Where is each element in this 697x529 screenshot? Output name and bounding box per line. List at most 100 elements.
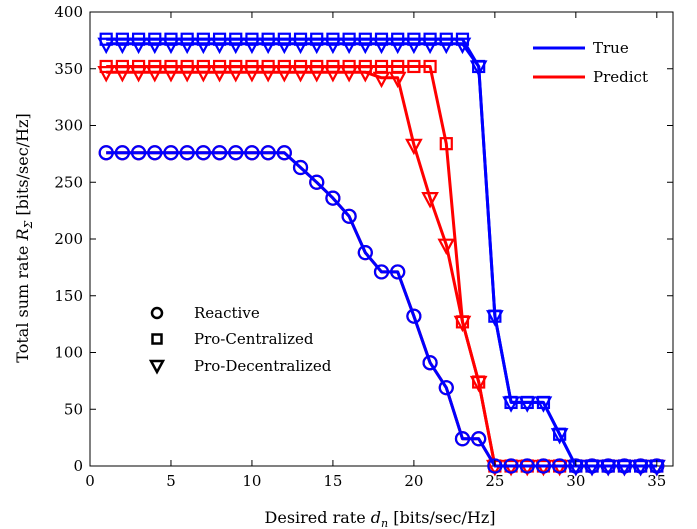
data-point: [226, 66, 245, 83]
series-reactive-predict: [98, 145, 665, 474]
series-line-pro-decentralized-true: [106, 42, 657, 468]
data-point: [163, 145, 179, 161]
data-point: [421, 192, 439, 209]
data-point: [373, 264, 390, 280]
series-line-pro-decentralized-predict: [106, 70, 657, 468]
legend-pro-centralized-label: Pro-Centralized: [194, 330, 314, 348]
data-point: [324, 66, 342, 83]
data-point: [437, 238, 456, 255]
data-point: [423, 59, 437, 74]
data-point: [407, 59, 421, 74]
x-tick-label: 30: [566, 472, 585, 490]
y-tick-label: 250: [54, 173, 83, 191]
data-point: [145, 66, 164, 83]
data-point: [291, 66, 310, 83]
data-point: [113, 66, 132, 83]
data-point: [519, 458, 535, 474]
data-point: [325, 190, 341, 206]
x-tick-label: 0: [85, 472, 95, 490]
data-point: [162, 37, 180, 55]
data-point: [357, 245, 373, 261]
data-point: [228, 145, 244, 161]
data-point: [583, 459, 601, 477]
data-point: [210, 66, 229, 83]
data-point: [390, 264, 406, 280]
data-point: [243, 37, 261, 55]
series-line-reactive-true: [106, 151, 657, 468]
data-point: [503, 458, 519, 474]
data-point: [341, 208, 357, 224]
x-tick-label: 25: [485, 472, 504, 490]
data-point: [454, 431, 471, 447]
data-point: [356, 37, 375, 55]
data-point: [275, 66, 294, 83]
data-point: [211, 145, 228, 161]
data-point: [372, 71, 391, 89]
plot-frame: [89, 11, 674, 467]
series-layer: [97, 32, 666, 477]
data-point: [276, 145, 292, 161]
data-point: [439, 137, 453, 151]
data-point: [129, 37, 148, 55]
data-point: [98, 145, 114, 161]
data-point: [487, 458, 503, 474]
data-point: [309, 174, 325, 190]
data-point: [372, 37, 391, 55]
y-tick-label: 300: [54, 117, 83, 135]
x-tick-label: 20: [404, 472, 423, 490]
data-point: [518, 396, 537, 413]
data-point: [535, 458, 552, 474]
data-point: [405, 37, 423, 55]
data-point: [453, 315, 472, 333]
series-line-reactive-predict: [106, 151, 657, 468]
data-point: [145, 37, 164, 55]
data-point: [356, 66, 375, 83]
data-point: [631, 459, 650, 477]
data-point: [178, 66, 197, 83]
legend-color: True Predict: [533, 39, 648, 86]
data-point: [243, 66, 261, 83]
data-point: [195, 145, 211, 161]
legend-predict-label: Predict: [593, 68, 648, 86]
data-point: [615, 459, 634, 477]
data-point: [259, 66, 277, 83]
data-point: [179, 145, 195, 161]
data-point: [194, 66, 213, 83]
y-tick-label: 400: [54, 3, 83, 21]
data-point: [114, 145, 130, 161]
data-point: [422, 355, 438, 371]
data-point: [550, 428, 569, 445]
y-tick-label: 100: [54, 344, 83, 362]
data-point: [178, 37, 197, 55]
plot-box: [89, 11, 674, 467]
data-point: [129, 66, 148, 83]
data-point: [388, 71, 407, 89]
data-point: [453, 37, 472, 55]
data-point: [291, 37, 310, 55]
data-point: [130, 145, 147, 161]
y-tick-label: 350: [54, 60, 83, 78]
data-point: [307, 66, 326, 83]
series-pro-decentralized-true: [97, 37, 666, 477]
series-pro-centralized-true: [99, 32, 664, 473]
x-tick-label: 10: [242, 472, 261, 490]
legend-pro-decentralized-marker: [148, 359, 166, 375]
data-point: [307, 37, 326, 55]
x-tick-label: 35: [647, 472, 666, 490]
data-point: [469, 60, 488, 77]
data-point: [260, 145, 276, 161]
data-point: [599, 459, 618, 477]
data-point: [259, 37, 277, 55]
x-tick-label: 15: [323, 472, 342, 490]
y-tick-label: 200: [54, 230, 83, 248]
series-line-pro-centralized-true: [106, 37, 657, 468]
data-point: [324, 37, 342, 55]
data-point: [502, 396, 520, 413]
data-point: [226, 37, 245, 55]
data-point: [340, 37, 358, 55]
data-point: [244, 145, 260, 161]
data-point: [405, 138, 423, 156]
y-tick-label: 50: [64, 400, 83, 418]
data-point: [406, 308, 422, 324]
